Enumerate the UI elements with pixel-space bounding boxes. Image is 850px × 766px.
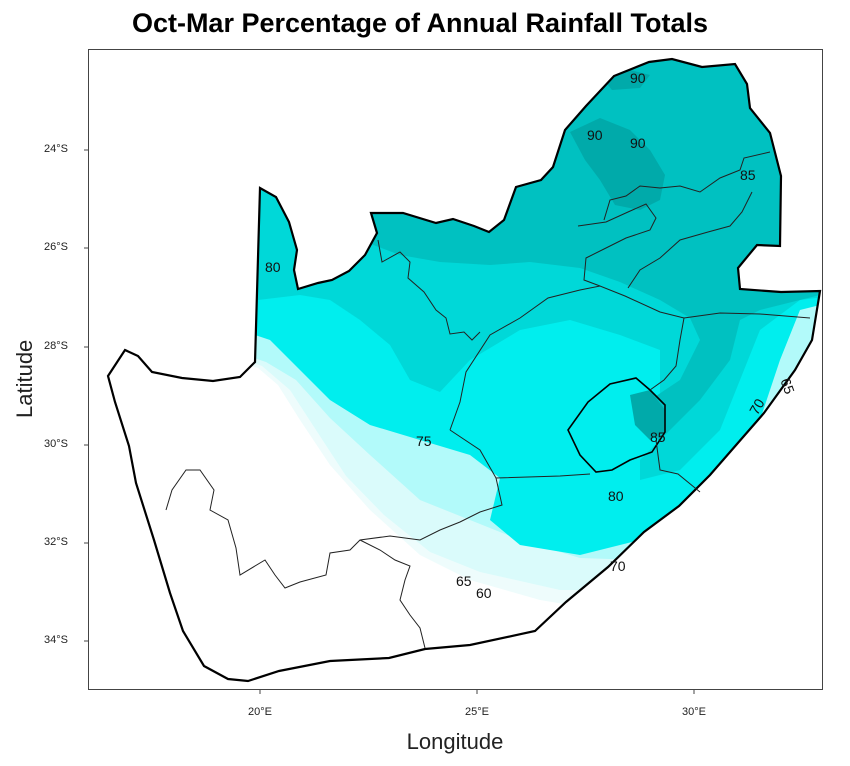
contour-label: 80 — [608, 488, 624, 504]
country-outline — [106, 57, 822, 683]
contour-label: 75 — [416, 433, 432, 449]
y-tick-label: 26°S — [44, 241, 68, 253]
contour-label: 85 — [650, 429, 666, 445]
contour-label: 70 — [610, 558, 626, 574]
contour-label: 90 — [630, 70, 646, 86]
contour-label: 70 — [746, 396, 768, 418]
band-above-90 — [570, 70, 665, 210]
contour-label: 60 — [476, 585, 492, 601]
map-title: Oct-Mar Percentage of Annual Rainfall To… — [131, 8, 709, 38]
y-tick-label: 34°S — [44, 634, 68, 646]
lesotho-outline — [567, 377, 666, 473]
contour-label: 80 — [265, 259, 281, 275]
x-tick-label: 30°E — [682, 706, 706, 718]
province-boundaries — [165, 151, 811, 649]
x-axis-label: Longitude — [406, 729, 504, 754]
y-axis-label: Latitude — [12, 339, 37, 418]
contour-labels: 90 90 90 85 80 75 85 80 70 70 65 65 60 — [265, 70, 798, 601]
x-tick-label: 20°E — [248, 706, 272, 718]
contour-label: 90 — [587, 127, 603, 143]
contour-label: 65 — [456, 573, 472, 589]
contour-label: 85 — [740, 167, 756, 183]
tick-marks — [84, 149, 695, 694]
contour-label: 65 — [777, 376, 797, 396]
y-tick-label: 30°S — [44, 438, 68, 450]
contour-label: 90 — [630, 135, 646, 151]
map-frame — [88, 49, 823, 690]
y-tick-label: 24°S — [44, 143, 68, 155]
y-tick-label: 28°S — [44, 340, 68, 352]
rainfall-bands — [108, 59, 820, 681]
band-above-90-east — [630, 390, 665, 440]
x-tick-label: 25°E — [465, 706, 489, 718]
y-tick-label: 32°S — [44, 536, 68, 548]
